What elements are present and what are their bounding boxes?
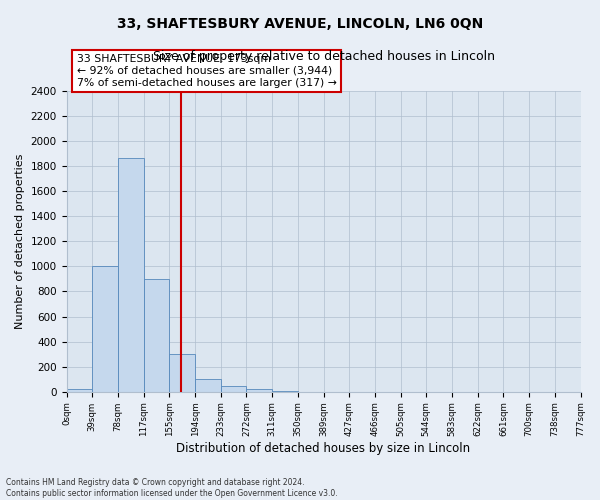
Title: Size of property relative to detached houses in Lincoln: Size of property relative to detached ho…	[152, 50, 494, 63]
Y-axis label: Number of detached properties: Number of detached properties	[15, 154, 25, 329]
Bar	[272, 390, 298, 392]
Bar	[221, 386, 247, 392]
Bar	[247, 390, 272, 392]
Bar	[67, 390, 92, 392]
Bar	[195, 380, 221, 392]
X-axis label: Distribution of detached houses by size in Lincoln: Distribution of detached houses by size …	[176, 442, 470, 455]
Text: 33 SHAFTESBURY AVENUE: 173sqm
← 92% of detached houses are smaller (3,944)
7% of: 33 SHAFTESBURY AVENUE: 173sqm ← 92% of d…	[77, 54, 337, 88]
Text: Contains HM Land Registry data © Crown copyright and database right 2024.
Contai: Contains HM Land Registry data © Crown c…	[6, 478, 338, 498]
Bar	[143, 280, 169, 392]
Bar	[92, 266, 118, 392]
Bar	[169, 354, 195, 392]
Bar	[118, 158, 143, 392]
Text: 33, SHAFTESBURY AVENUE, LINCOLN, LN6 0QN: 33, SHAFTESBURY AVENUE, LINCOLN, LN6 0QN	[117, 18, 483, 32]
